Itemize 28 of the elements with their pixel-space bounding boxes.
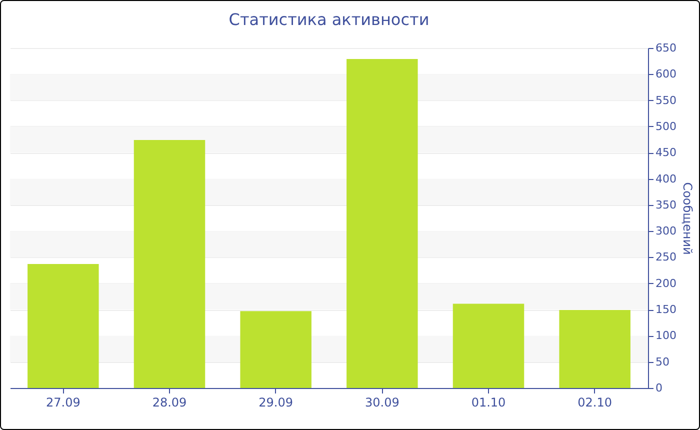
y-axis-title: Сообщений — [680, 182, 694, 255]
y-tick-label: 400 — [656, 172, 676, 186]
y-tick-label: 50 — [656, 355, 670, 368]
y-tick-label: 150 — [656, 303, 676, 316]
x-tick-label: 01.10 — [471, 396, 506, 410]
y-tick-label: 300 — [656, 224, 676, 238]
x-tick-label: 02.10 — [578, 396, 612, 410]
bar — [346, 58, 418, 388]
y-tick-label: 550 — [656, 94, 676, 107]
x-tick-label: 28.09 — [152, 396, 187, 410]
y-tick-label: 450 — [656, 146, 676, 160]
bar — [559, 310, 630, 388]
y-tick-label: 250 — [656, 250, 676, 264]
bar — [240, 311, 312, 388]
y-tick-label: 500 — [656, 120, 676, 133]
bar — [28, 264, 99, 388]
bar — [134, 140, 206, 388]
y-tick-label: 650 — [656, 42, 676, 54]
y-tick-label: 200 — [656, 276, 676, 290]
x-tick-label: 30.09 — [364, 396, 400, 410]
chart-title: Статистика активности — [228, 10, 430, 29]
y-tick-label: 600 — [656, 68, 676, 81]
y-tick-label: 0 — [656, 382, 662, 394]
x-tick-label: 27.09 — [46, 396, 80, 410]
y-tick-label: 100 — [656, 329, 676, 342]
x-tick-label: 29.09 — [258, 396, 294, 410]
y-tick-label: 350 — [656, 198, 676, 212]
bar — [452, 304, 524, 388]
